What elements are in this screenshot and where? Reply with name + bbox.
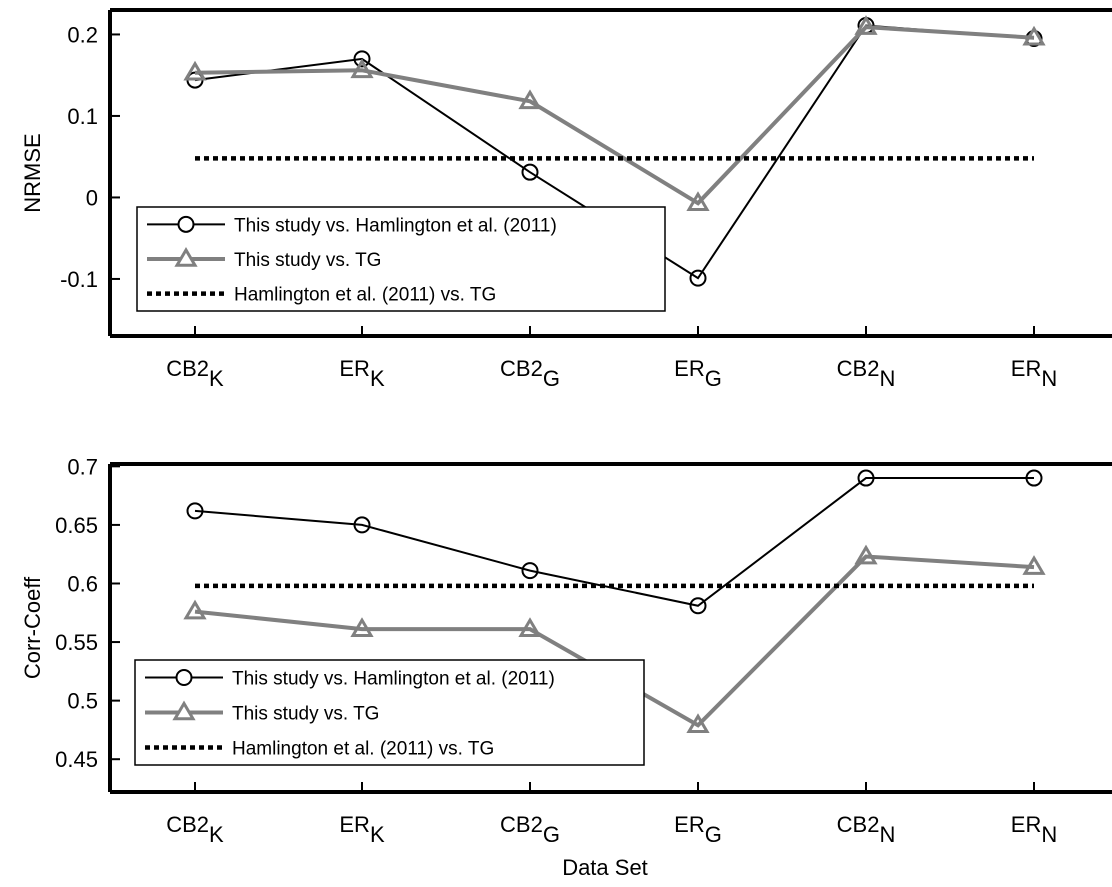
data-point-triangle (350, 58, 374, 79)
legend-swatch-circle (175, 669, 193, 686)
x-tick-label-base: ER (1011, 812, 1042, 837)
data-point-triangle (854, 544, 878, 565)
x-tick-label-base: ER (674, 356, 705, 381)
series-tg (183, 15, 1046, 211)
legend-label: This study vs. TG (232, 704, 379, 725)
x-tick-label: ERN (1011, 812, 1057, 847)
data-point-triangle (518, 89, 542, 110)
legend-label: Hamlington et al. (2011) vs. TG (232, 739, 494, 760)
x-tick-label: CB2K (166, 356, 224, 391)
x-tick-label: CB2G (500, 356, 560, 391)
x-tick-label: CB2N (837, 812, 896, 847)
legend-label: This study vs. Hamlington et al. (2011) (234, 215, 557, 236)
legend: This study vs. Hamlington et al. (2011) T… (134, 659, 645, 766)
data-point-circle (353, 516, 371, 534)
x-tick-label: ERN (1011, 356, 1057, 391)
x-tick-label-subscript: N (879, 366, 895, 391)
x-tick-label-base: ER (1011, 356, 1042, 381)
x-tick-label-subscript: G (543, 366, 560, 391)
legend: This study vs. Hamlington et al. (2011) T… (136, 206, 666, 312)
data-point-triangle (183, 599, 207, 620)
y-tick-label: 0.55 (55, 630, 98, 655)
data-point-circle (521, 163, 539, 181)
x-tick-label-base: ER (339, 356, 370, 381)
data-point-circle (689, 597, 707, 615)
legend-label: This study vs. TG (234, 250, 381, 271)
data-point-circle (857, 469, 875, 487)
x-tick-label: ERG (674, 356, 722, 391)
data-point-circle (521, 562, 539, 580)
x-tick-label: ERG (674, 812, 722, 847)
x-tick-label-subscript: N (879, 822, 895, 847)
series-hamlington (186, 469, 1043, 615)
y-tick-label: 0.7 (67, 454, 98, 479)
data-point-circle (1025, 469, 1043, 487)
data-point-triangle (1022, 555, 1046, 575)
y-axis-label: NRMSE (20, 133, 45, 212)
data-point-triangle (183, 60, 207, 81)
x-tick-label-subscript: G (543, 822, 560, 847)
data-point-triangle (518, 617, 542, 637)
x-tick-label-base: CB2 (837, 812, 880, 837)
y-tick-label: 0.65 (55, 513, 98, 538)
data-point-circle (689, 269, 707, 287)
legend-swatch-circle (177, 215, 195, 233)
x-tick-label-base: ER (339, 812, 370, 837)
x-tick-label: ERK (339, 812, 385, 847)
x-tick-label-subscript: K (209, 822, 224, 847)
data-point-circle (186, 502, 204, 520)
series-line (194, 477, 1034, 607)
y-tick-label: 0.6 (67, 571, 98, 596)
y-tick-label: -0.1 (60, 267, 98, 292)
x-tick-label: ERK (339, 356, 385, 391)
x-tick-label-base: ER (674, 812, 705, 837)
x-tick-label: CB2N (837, 356, 896, 391)
data-point-triangle (350, 617, 374, 637)
legend-label: This study vs. Hamlington et al. (2011) (232, 669, 555, 690)
y-tick-label: 0 (86, 185, 98, 210)
data-point-triangle (686, 713, 710, 734)
x-tick-label-base: CB2 (500, 812, 543, 837)
x-tick-label-base: CB2 (166, 356, 209, 381)
data-point-triangle (686, 191, 710, 211)
x-tick-label-base: CB2 (837, 356, 880, 381)
x-tick-label: CB2G (500, 812, 560, 847)
x-tick-label-subscript: N (1041, 822, 1057, 847)
y-tick-label: 0.5 (67, 689, 98, 714)
x-tick-label-subscript: G (705, 822, 722, 847)
y-axis-label: Corr-Coeff (20, 576, 45, 679)
x-tick-label-base: CB2 (500, 356, 543, 381)
data-point-triangle (1022, 25, 1046, 46)
y-tick-label: 0.2 (67, 22, 98, 47)
series-line (194, 25, 1035, 206)
x-tick-label-subscript: G (705, 366, 722, 391)
legend-label: Hamlington et al. (2011) vs. TG (234, 285, 496, 306)
legend-swatch-triangle (174, 247, 198, 267)
x-tick-label: CB2K (166, 812, 224, 847)
x-tick-label-base: CB2 (166, 812, 209, 837)
x-tick-label-subscript: K (370, 822, 385, 847)
x-tick-label-subscript: K (209, 366, 224, 391)
data-point-circle (353, 50, 371, 68)
data-point-triangle (854, 15, 878, 35)
x-tick-label-subscript: K (370, 366, 385, 391)
x-axis-label: Data Set (562, 855, 648, 880)
y-tick-label: 0.45 (55, 747, 98, 772)
legend-swatch-triangle (172, 700, 196, 721)
x-tick-label-subscript: N (1041, 366, 1057, 391)
y-tick-label: 0.1 (67, 104, 98, 129)
